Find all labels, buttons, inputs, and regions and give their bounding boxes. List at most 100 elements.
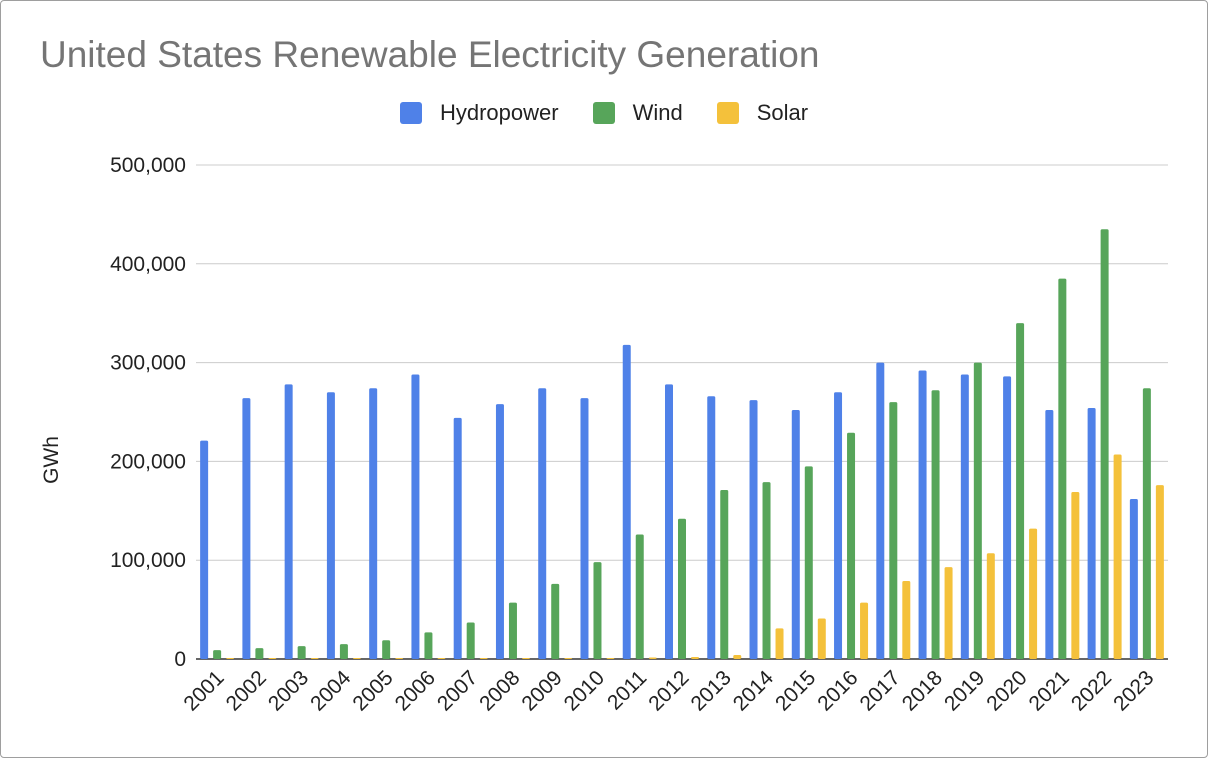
bar-solar-2014 [775,628,784,659]
bar-wind-2005 [382,640,391,659]
bar-hydropower-2017 [876,362,885,659]
chart-legend: Hydropower Wind Solar [0,100,1208,126]
x-tick-label-2006: 2006 [391,666,440,715]
bar-solar-2021 [1071,492,1080,659]
bar-wind-2006 [424,632,433,659]
legend-item-wind[interactable]: Wind [592,100,683,126]
bar-solar-2005 [395,658,404,659]
bar-wind-2018 [931,390,940,659]
bar-hydropower-2005 [369,388,378,659]
bar-wind-2019 [973,362,982,659]
bar-wind-2012 [678,518,686,659]
y-tick-label-200000: 200,000 [110,450,186,473]
x-tick-label-2011: 2011 [603,666,651,714]
bar-wind-2001 [213,650,222,659]
legend-item-solar[interactable]: Solar [716,100,809,126]
bar-wind-2003 [297,646,306,659]
bar-solar-2011 [648,657,657,659]
bar-wind-2022 [1100,229,1109,659]
bar-wind-2004 [339,644,348,659]
bar-wind-2017 [889,402,898,659]
x-tick-label-2009: 2009 [517,666,566,715]
bar-solar-2018 [944,567,953,659]
bar-hydropower-2008 [495,404,504,659]
bar-solar-2019 [986,553,995,659]
bar-wind-2007 [466,622,475,659]
legend-label-solar: Solar [756,100,809,125]
bar-wind-2008 [508,602,517,659]
x-tick-label-2020: 2020 [982,666,1031,715]
y-tick-label-100000: 100,000 [110,549,186,572]
legend-label-hydropower: Hydropower [439,100,559,125]
bar-wind-2023 [1142,388,1151,659]
bar-hydropower-2016 [834,392,843,659]
bar-hydropower-2021 [1045,410,1054,659]
legend-swatch-hydropower [399,102,422,124]
x-tick-label-2010: 2010 [560,666,609,715]
bar-solar-2009 [564,658,573,659]
bar-wind-2011 [635,534,644,659]
bar-hydropower-2018 [918,370,927,659]
bar-solar-2010 [606,658,615,659]
x-tick-label-2007: 2007 [433,666,482,715]
bar-wind-2009 [551,583,560,659]
bar-wind-2002 [255,648,264,659]
x-tick-label-2015: 2015 [771,666,820,715]
bar-wind-2015 [804,466,813,659]
legend-label-wind: Wind [632,100,683,125]
bar-wind-2016 [847,432,856,659]
bar-solar-2012 [691,657,699,659]
x-tick-label-2001: 2001 [179,666,228,715]
bar-hydropower-2001 [200,440,209,659]
bar-solar-2004 [352,658,361,659]
bar-solar-2015 [817,618,826,659]
legend-item-hydropower[interactable]: Hydropower [399,100,559,126]
bar-hydropower-2014 [749,400,758,659]
x-tick-label-2013: 2013 [686,666,735,715]
bar-hydropower-2003 [284,384,293,659]
y-tick-label-0: 0 [174,648,186,671]
bar-solar-2017 [902,580,911,659]
x-tick-label-2016: 2016 [813,666,862,715]
bar-hydropower-2004 [326,392,335,659]
x-tick-label-2019: 2019 [940,666,989,715]
bar-wind-2021 [1058,278,1067,659]
bar-hydropower-2019 [960,374,969,659]
bar-hydropower-2015 [791,410,800,659]
bar-wind-2013 [720,490,729,659]
bar-hydropower-2007 [453,417,462,659]
bar-solar-2022 [1113,454,1122,659]
x-tick-label-2021: 2021 [1025,666,1074,715]
bar-hydropower-2002 [242,398,251,659]
bar-hydropower-2010 [580,398,589,659]
bar-hydropower-2011 [622,344,631,659]
bar-hydropower-2012 [665,384,673,659]
bar-solar-2002 [268,658,277,659]
bar-solar-2003 [310,658,319,659]
bar-solar-2008 [521,658,530,659]
x-tick-label-2003: 2003 [264,666,313,715]
x-tick-label-2004: 2004 [306,666,356,716]
y-tick-label-400000: 400,000 [110,253,186,276]
bar-hydropower-2020 [1003,376,1012,659]
bar-wind-2010 [593,562,602,659]
bar-solar-2016 [860,602,869,659]
bar-solar-2007 [479,658,488,659]
bar-solar-2006 [437,658,446,659]
y-tick-label-300000: 300,000 [110,352,186,375]
x-tick-label-2023: 2023 [1109,666,1158,715]
x-tick-label-2008: 2008 [475,666,524,715]
x-tick-label-2014: 2014 [729,666,779,716]
x-tick-label-2012: 2012 [644,666,693,715]
bar-hydropower-2009 [538,388,547,659]
bar-hydropower-2006 [411,374,420,659]
x-tick-label-2018: 2018 [898,666,947,715]
bar-hydropower-2013 [707,396,716,659]
x-tick-label-2002: 2002 [222,666,271,715]
legend-swatch-wind [592,102,615,124]
bar-solar-2001 [226,658,235,659]
bar-solar-2023 [1155,485,1164,659]
x-tick-label-2022: 2022 [1067,666,1116,715]
x-tick-label-2017: 2017 [856,666,905,715]
